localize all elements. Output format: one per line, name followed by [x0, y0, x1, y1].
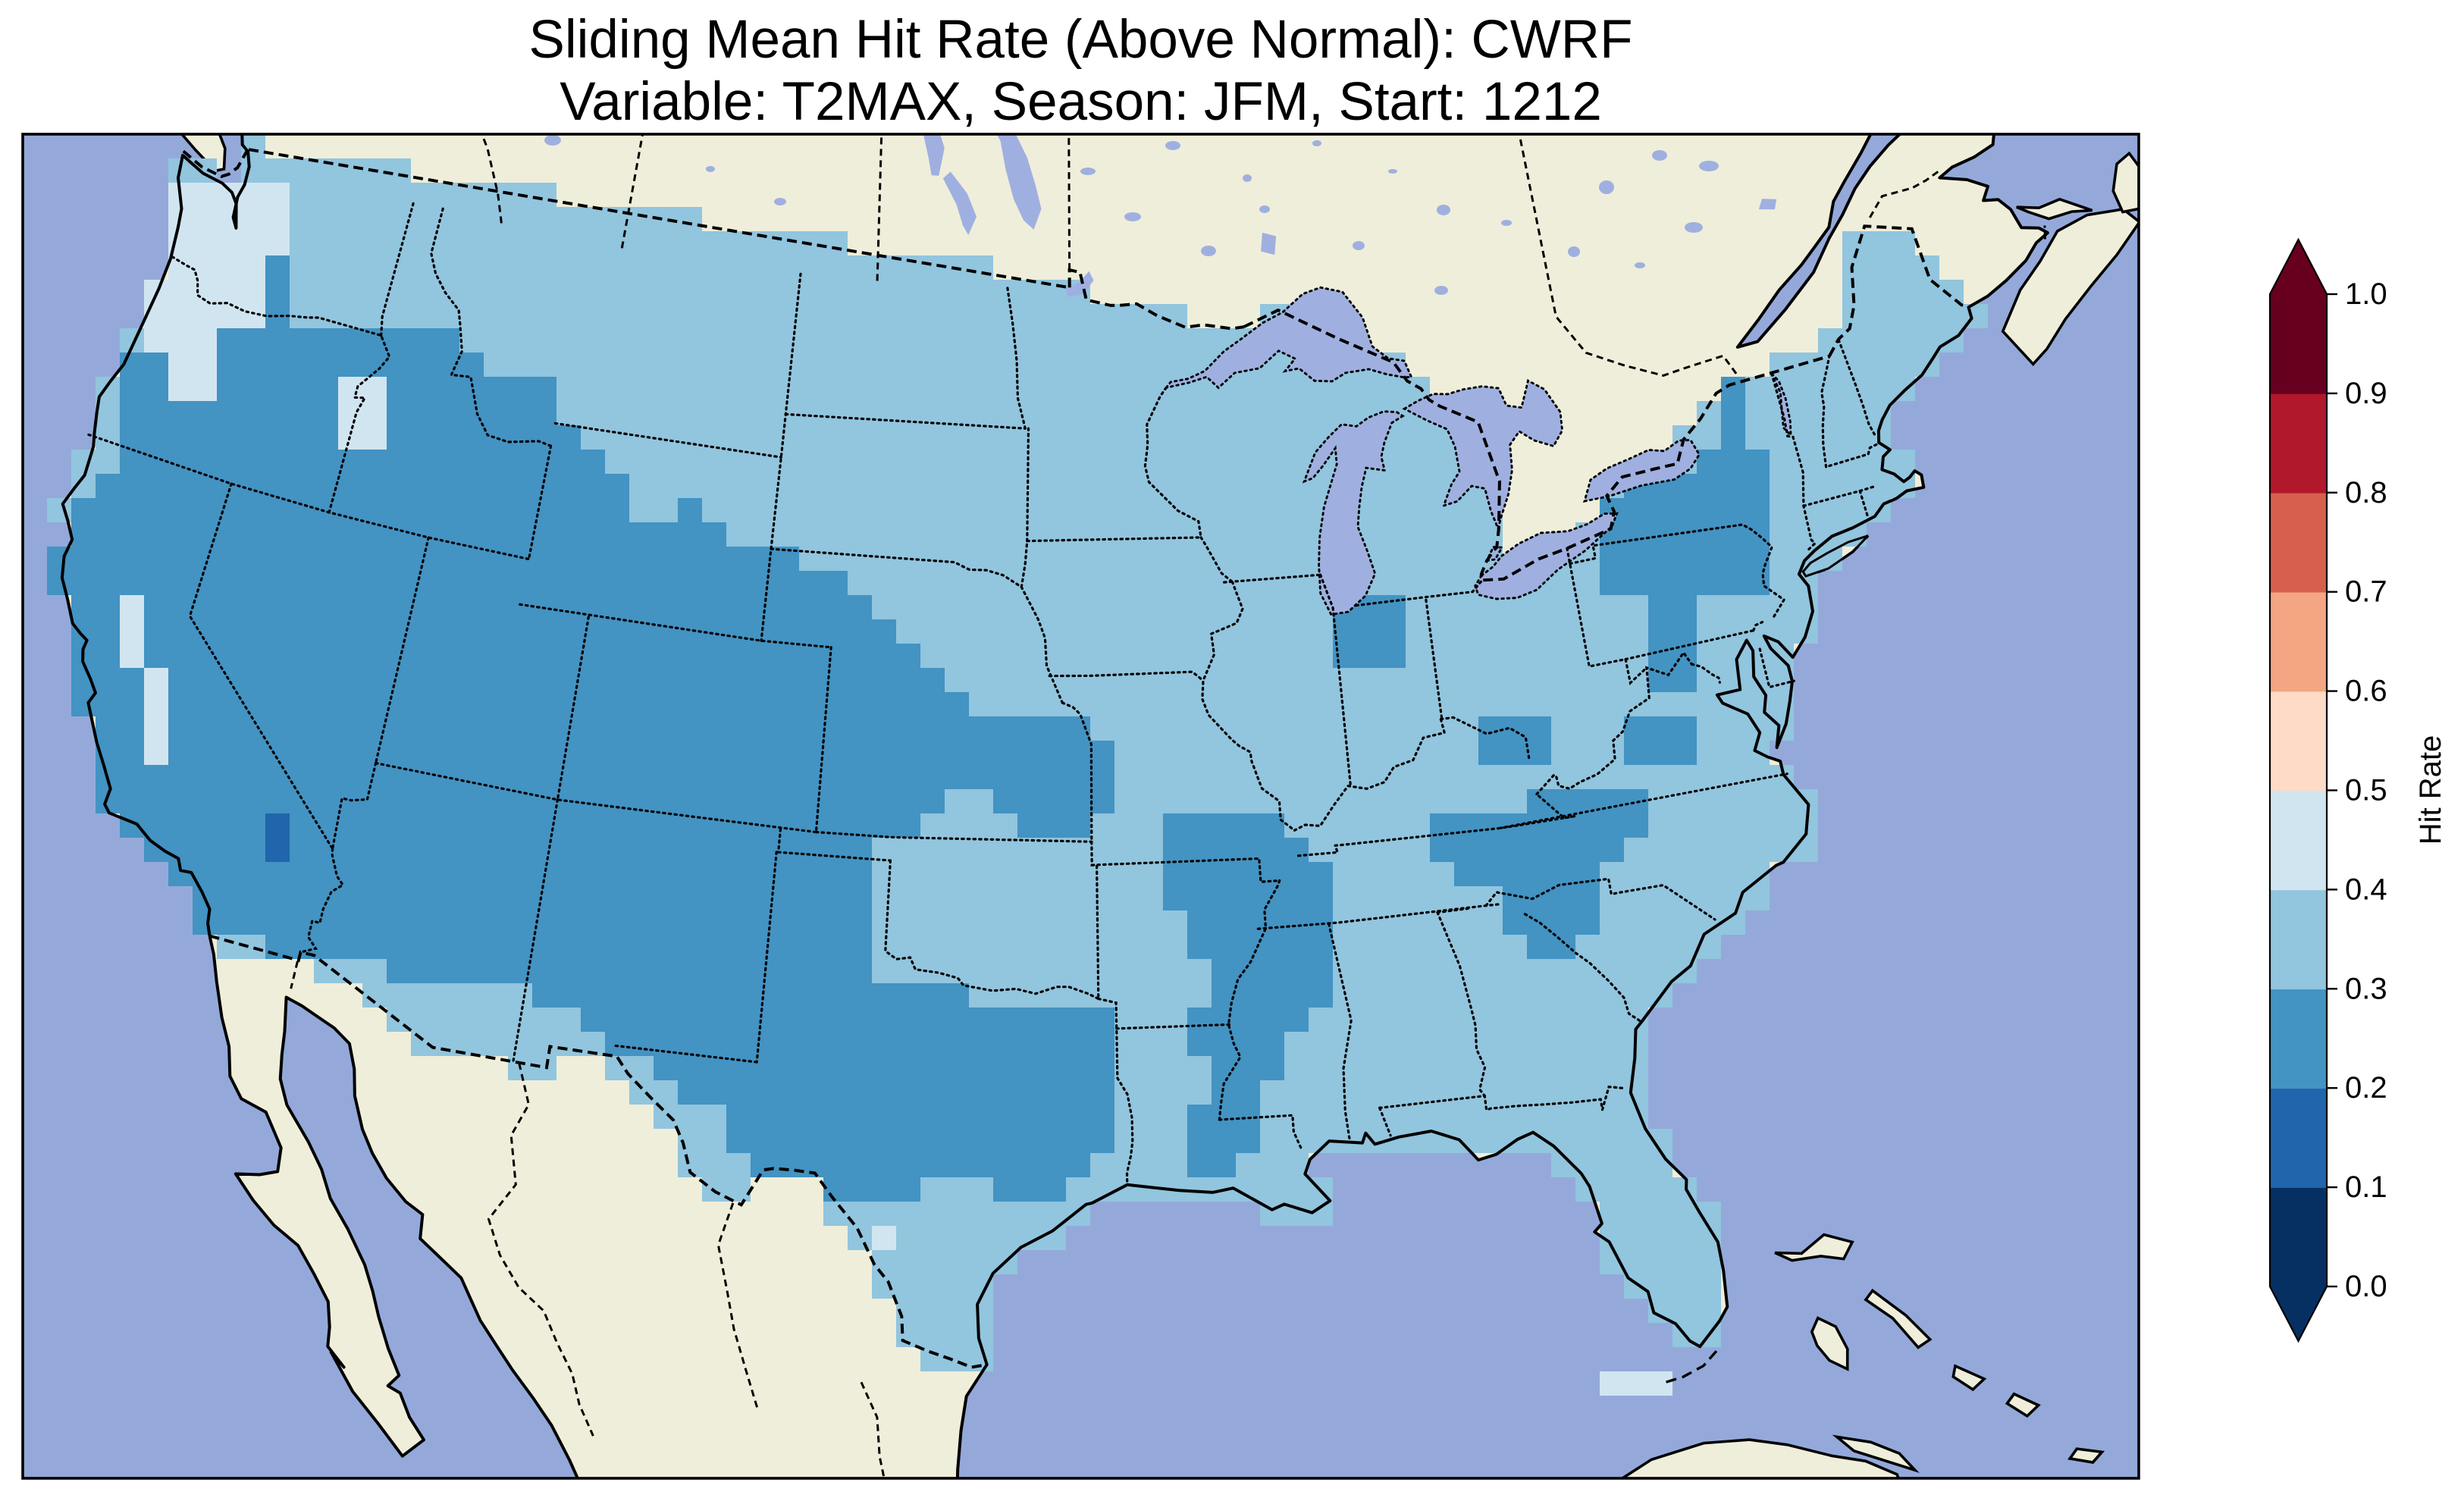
svg-text:Hit Rate: Hit Rate [2414, 735, 2447, 845]
svg-text:0.3: 0.3 [2345, 972, 2387, 1005]
svg-text:0.8: 0.8 [2345, 476, 2387, 509]
svg-text:0.7: 0.7 [2345, 575, 2387, 609]
svg-text:0.9: 0.9 [2345, 377, 2387, 410]
svg-text:0.0: 0.0 [2345, 1270, 2387, 1303]
svg-text:1.0: 1.0 [2345, 277, 2387, 311]
svg-text:0.4: 0.4 [2345, 873, 2387, 906]
svg-text:0.1: 0.1 [2345, 1171, 2387, 1204]
svg-text:0.2: 0.2 [2345, 1071, 2387, 1105]
svg-text:0.5: 0.5 [2345, 774, 2387, 807]
svg-text:Sliding Mean Hit Rate (Above N: Sliding Mean Hit Rate (Above Normal): CW… [529, 10, 1633, 70]
svg-text:Variable: T2MAX, Season: JFM,: Variable: T2MAX, Season: JFM, Start: 121… [560, 72, 1602, 132]
svg-text:0.6: 0.6 [2345, 675, 2387, 708]
